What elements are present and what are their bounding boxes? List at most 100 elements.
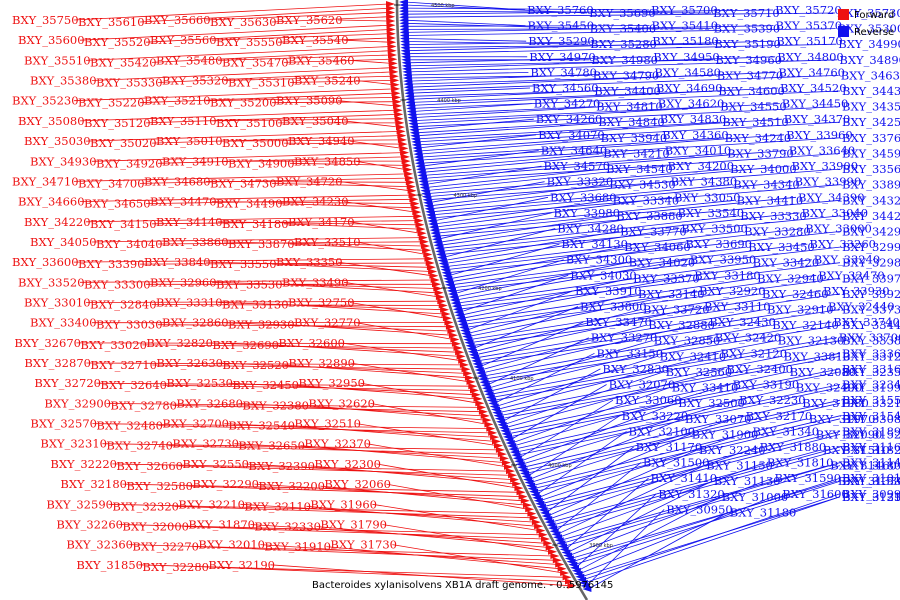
gene-label-reverse: BXY_32500 (678, 396, 745, 410)
connector-line-reverse (429, 184, 608, 207)
connector-line-reverse (536, 431, 627, 496)
gene-label-reverse: BXY_33210 (842, 396, 900, 410)
gene-label-forward: BXY_35000 (222, 136, 289, 150)
connector-line-reverse (445, 231, 743, 267)
gene-label-reverse: BXY_31600 (782, 487, 849, 501)
connector-line-forward (85, 300, 441, 303)
gene-label-reverse: BXY_33690 (685, 237, 752, 251)
gene-label-reverse: BXY_34810 (596, 100, 663, 114)
connector-line-forward (304, 405, 486, 421)
gene-label-forward: BXY_34710 (12, 174, 79, 188)
connector-line-forward (224, 423, 494, 438)
gene-feature-forward (393, 102, 402, 109)
gene-label-forward: BXY_35460 (288, 53, 355, 67)
connector-line-reverse (425, 165, 542, 185)
gene-label-forward: BXY_34660 (18, 195, 85, 209)
gene-label-forward: BXY_32580 (126, 479, 193, 493)
gene-label-reverse: BXY_33560 (842, 162, 900, 176)
connector-line-forward (340, 342, 462, 362)
gene-label-forward: BXY_32290 (192, 477, 259, 491)
connector-line-reverse (547, 449, 698, 517)
connector-line-forward (306, 505, 538, 527)
gene-label-reverse: BXY_33930 (823, 284, 890, 298)
connector-line-reverse (503, 371, 664, 426)
connector-line-reverse (406, 43, 837, 55)
gene-label-reverse: BXY_34800 (777, 50, 844, 64)
gene-label-reverse: BXY_31160 (842, 440, 900, 454)
gene-label-reverse: BXY_31130 (714, 474, 781, 488)
gene-feature-forward (386, 18, 396, 24)
gene-label-forward: BXY_33490 (282, 275, 349, 289)
gene-label-forward: BXY_32780 (110, 398, 177, 412)
gene-feature-forward (403, 166, 413, 173)
connector-line-reverse (405, 7, 650, 11)
connector-line-reverse (474, 306, 703, 356)
connector-line-reverse (444, 228, 680, 264)
gene-label-reverse: BXY_32400 (726, 362, 793, 376)
gene-label-forward: BXY_35520 (84, 35, 151, 49)
gene-feature-forward (445, 323, 455, 330)
connector-line-reverse (496, 352, 719, 410)
connector-line-reverse (418, 134, 537, 149)
gene-label-forward: BXY_35540 (282, 33, 349, 47)
gene-feature-forward (451, 340, 461, 347)
connector-line-reverse (442, 228, 556, 258)
connector-line-reverse (434, 199, 611, 225)
gene-label-forward: BXY_35600 (18, 33, 85, 47)
gene-feature-forward (408, 192, 418, 199)
gene-label-forward: BXY_32680 (176, 396, 243, 410)
gene-label-reverse: BXY_34130 (561, 237, 628, 251)
connector-line-forward (294, 384, 477, 400)
gene-feature-reverse (582, 586, 592, 592)
connector-line-reverse (539, 431, 751, 502)
gene-label-reverse: BXY_34780 (530, 65, 597, 79)
connector-line-reverse (405, 10, 712, 14)
gene-feature-forward (391, 85, 401, 92)
gene-feature-forward (437, 298, 447, 305)
gene-feature-forward (453, 345, 463, 351)
connector-line-forward (372, 503, 540, 531)
gene-feature-forward (450, 336, 460, 343)
legend: Forward Reverse (838, 9, 894, 38)
connector-line-forward (157, 241, 423, 245)
connector-line-forward (223, 241, 424, 247)
gene-feature-forward (468, 383, 478, 390)
gene-label-forward: BXY_33530 (216, 277, 283, 291)
connector-line-reverse (415, 121, 597, 134)
gene-label-forward: BXY_33600 (12, 255, 79, 269)
gene-label-reverse: BXY_32420 (715, 331, 782, 345)
gene-feature-forward (419, 238, 429, 245)
gene-label-forward: BXY_34220 (24, 215, 91, 229)
gene-label-reverse: BXY_34410 (737, 193, 804, 207)
gene-label-forward: BXY_34910 (162, 154, 229, 168)
connector-line-reverse (420, 134, 785, 161)
gene-label-forward: BXY_31790 (320, 518, 387, 532)
connector-line-reverse (490, 340, 776, 395)
connector-line-reverse (414, 103, 780, 124)
connector-line-forward (79, 24, 390, 41)
gene-label-forward: BXY_35020 (90, 136, 157, 150)
gene-label-reverse: BXY_31180 (730, 505, 797, 519)
gene-label-reverse: BXY_33240 (814, 253, 881, 267)
connector-line-forward (343, 281, 439, 298)
gene-label-forward: BXY_35610 (78, 15, 145, 29)
gene-feature-forward (550, 553, 560, 559)
gene-label-reverse: BXY_31250 (842, 490, 900, 504)
gene-feature-forward (392, 98, 402, 105)
connector-line-reverse (410, 75, 839, 91)
connector-line-reverse (417, 121, 841, 146)
gene-label-reverse: BXY_32910 (767, 303, 834, 317)
gene-label-reverse: BXY_34420 (842, 209, 900, 223)
connector-line-forward (145, 198, 413, 204)
gene-label-forward: BXY_34940 (288, 134, 355, 148)
gene-label-reverse: BXY_31410 (651, 471, 718, 485)
gene-label-reverse: BXY_35690 (589, 6, 656, 20)
gene-label-reverse: BXY_34560 (532, 81, 599, 95)
gene-label-forward: BXY_32960 (150, 275, 217, 289)
gene-label-forward: BXY_32010 (198, 538, 265, 552)
gene-label-forward: BXY_32770 (294, 316, 361, 330)
connector-line-reverse (515, 384, 841, 453)
gene-label-forward: BXY_35120 (84, 116, 151, 130)
gene-feature-forward (409, 196, 419, 203)
gene-label-reverse: BXY_33920 (842, 287, 900, 301)
